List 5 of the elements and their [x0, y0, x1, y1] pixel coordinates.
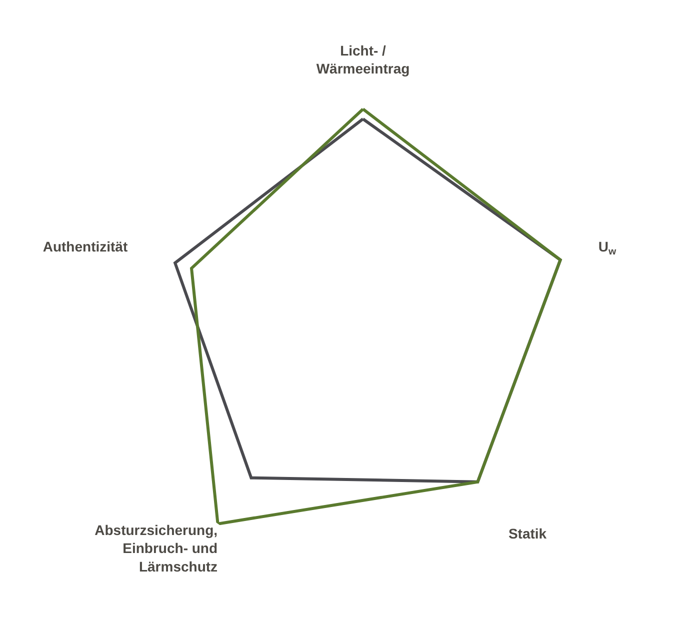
spoke-label: Statik [508, 525, 547, 542]
spoke-label: Licht- / Wärmeeintrag [316, 42, 410, 77]
spoke-label: Authentizität [42, 238, 128, 254]
spoke-label: Absturzsicherung, Einbruch- und Lärmschutz [94, 522, 218, 574]
spoke-label: U$_{w}$ [598, 238, 617, 258]
